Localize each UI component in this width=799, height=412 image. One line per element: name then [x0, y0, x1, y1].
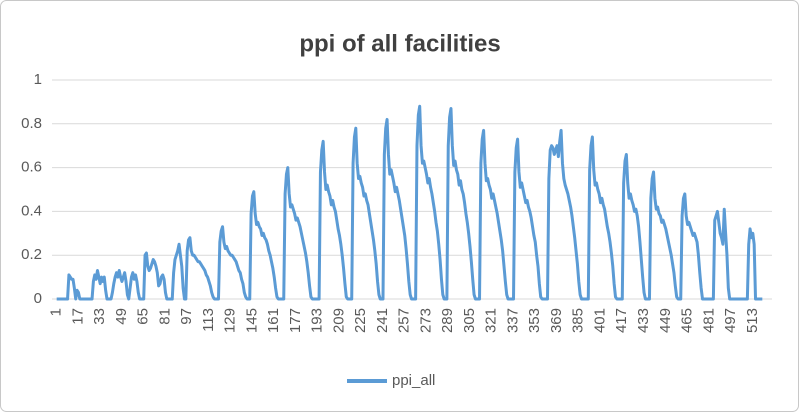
legend-label: ppi_all [392, 372, 435, 389]
x-tick-label: 113 [200, 308, 217, 332]
x-tick-label: 401 [591, 308, 608, 333]
x-tick-label: 177 [287, 308, 304, 333]
x-tick-label: 129 [222, 308, 239, 333]
x-tick-label: 65 [135, 308, 152, 325]
x-tick-label: 369 [548, 308, 565, 333]
y-tick-label: 0.8 [21, 115, 42, 132]
y-tick-label: 0.2 [21, 246, 42, 263]
chart-title: ppi of all facilities [299, 30, 500, 57]
x-tick-label: 257 [396, 308, 413, 333]
x-tick-label: 161 [265, 308, 282, 333]
y-tick-label: 0.6 [21, 159, 42, 176]
x-tick-label: 321 [483, 308, 500, 333]
x-tick-label: 433 [635, 308, 652, 333]
x-tick-label: 353 [526, 308, 543, 333]
x-tick-label: 513 [744, 308, 761, 333]
x-tick-label: 33 [91, 308, 108, 325]
x-tick-label: 241 [374, 308, 391, 333]
x-tick-label: 81 [156, 308, 173, 325]
x-tick-label: 417 [613, 308, 630, 333]
data-line [56, 104, 763, 301]
y-tick-label: 1 [34, 71, 42, 88]
x-tick-label: 193 [309, 308, 326, 333]
x-tick-label: 337 [504, 308, 521, 333]
x-tick-label: 273 [417, 308, 434, 333]
x-tick-label: 465 [679, 308, 696, 333]
x-tick-label: 145 [243, 308, 260, 333]
x-tick-label: 1 [48, 308, 65, 316]
x-tick-label: 209 [330, 308, 347, 333]
x-tick-label: 305 [461, 308, 478, 333]
x-tick-label: 97 [178, 308, 195, 325]
x-tick-label: 225 [352, 308, 369, 333]
y-tick-label: 0 [34, 290, 42, 307]
x-tick-label: 385 [570, 308, 587, 333]
x-tick-label: 17 [69, 308, 86, 325]
x-tick-label: 481 [700, 308, 717, 333]
x-tick-label: 497 [722, 308, 739, 333]
x-tick-label: 449 [657, 308, 674, 333]
x-tick-label: 289 [439, 308, 456, 333]
x-tick-label: 49 [113, 308, 130, 325]
y-tick-label: 0.4 [21, 202, 42, 219]
